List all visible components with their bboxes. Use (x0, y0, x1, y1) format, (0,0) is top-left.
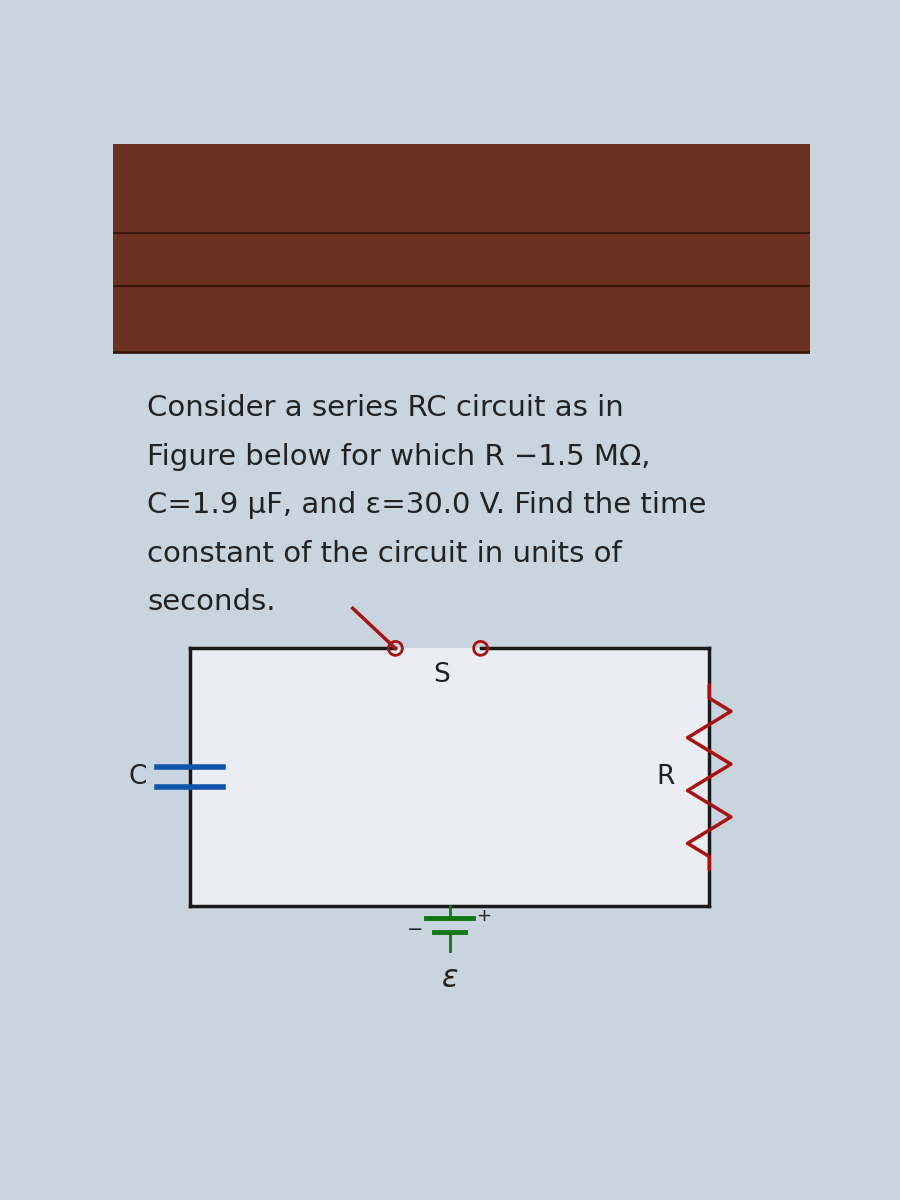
Text: ε: ε (441, 964, 458, 994)
Text: −: − (407, 920, 423, 938)
Text: constant of the circuit in units of: constant of the circuit in units of (148, 540, 622, 568)
Text: +: + (476, 906, 491, 924)
Text: R: R (656, 764, 674, 791)
Bar (112, 144, 810, 352)
Text: C: C (129, 764, 148, 791)
Bar (190, 648, 709, 906)
Text: Consider a series RC circuit as in: Consider a series RC circuit as in (148, 395, 624, 422)
Text: Figure below for which R −1.5 MΩ,: Figure below for which R −1.5 MΩ, (148, 443, 651, 470)
Bar (112, 352, 810, 1068)
Text: seconds.: seconds. (148, 588, 276, 617)
Text: S: S (434, 662, 450, 689)
Text: C=1.9 μF, and ε=30.0 V. Find the time: C=1.9 μF, and ε=30.0 V. Find the time (148, 491, 706, 520)
